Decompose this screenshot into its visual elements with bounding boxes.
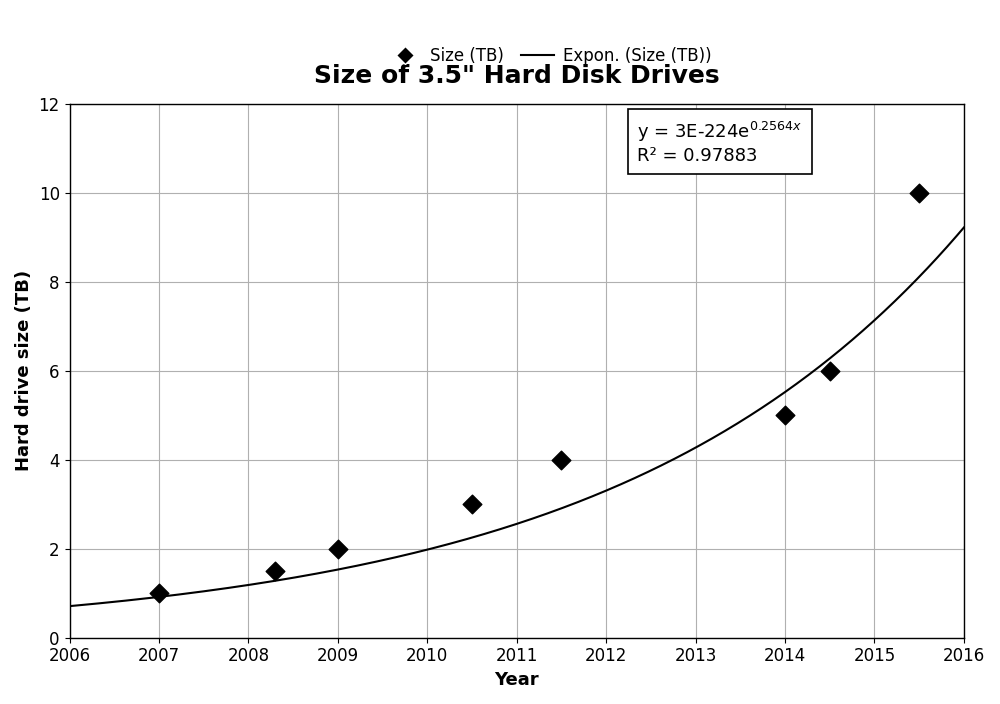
X-axis label: Year: Year (494, 671, 539, 689)
Point (464, 498, 480, 510)
Point (553, 454, 569, 465)
Point (822, 365, 838, 377)
Text: y = 3E-224e$^{0.2564x}$
R² = 0.97883: y = 3E-224e$^{0.2564x}$ R² = 0.97883 (637, 120, 803, 165)
Point (911, 187, 927, 199)
Point (330, 543, 346, 555)
Y-axis label: Hard drive size (TB): Hard drive size (TB) (15, 270, 33, 472)
Legend: Size (TB), Expon. (Size (TB)): Size (TB), Expon. (Size (TB)) (382, 40, 718, 71)
Point (151, 588, 167, 599)
Point (267, 565, 283, 577)
Title: Size of 3.5" Hard Disk Drives: Size of 3.5" Hard Disk Drives (314, 64, 720, 88)
Point (777, 410, 793, 421)
